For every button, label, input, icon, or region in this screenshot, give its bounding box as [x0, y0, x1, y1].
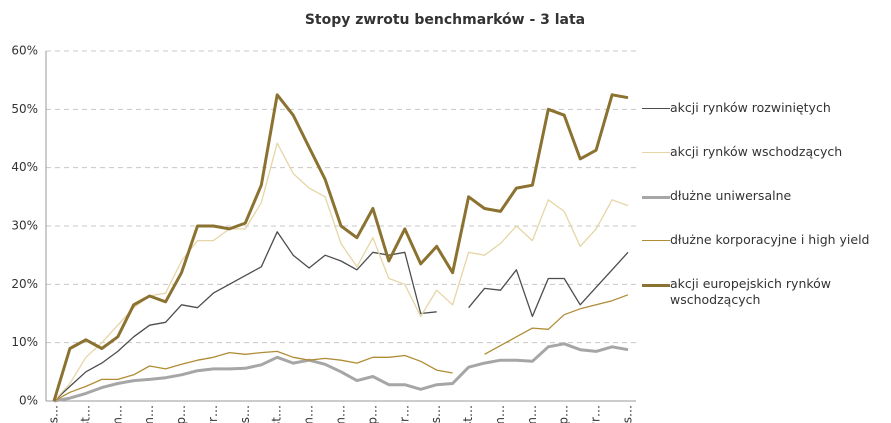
x-tick-label: lis…: [46, 405, 60, 423]
x-tick-label: m…: [525, 405, 539, 423]
legend-item: akcji rynków wschodzących: [642, 144, 882, 188]
x-tick-label: st…: [78, 405, 92, 423]
legend-label: dłużne korporacyjne i high yield: [670, 232, 870, 247]
y-tick-label: 40%: [11, 160, 38, 174]
series-line: [53, 231, 629, 402]
x-tick-label: m…: [493, 405, 507, 423]
chart-title: Stopy zwrotu benchmarków - 3 lata: [305, 12, 585, 28]
series-line: [53, 294, 629, 402]
series-line: [53, 142, 629, 402]
y-tick-label: 60%: [11, 44, 38, 58]
y-tick-label: 20%: [11, 277, 38, 291]
x-tick-label: lip…: [557, 405, 571, 423]
x-tick-label: wr…: [206, 405, 220, 423]
x-tick-label: lis…: [621, 405, 635, 423]
x-tick-label: lip…: [365, 405, 379, 423]
legend-item: dłużne korporacyjne i high yield: [642, 232, 882, 276]
x-tick-label: m…: [110, 405, 124, 423]
legend-swatch: [642, 152, 670, 153]
x-tick-label: lis…: [238, 405, 252, 423]
legend: akcji rynków rozwiniętych akcji rynków ws…: [642, 100, 882, 320]
legend-item: dłużne uniwersalne: [642, 188, 882, 232]
series-line: [53, 342, 629, 403]
legend-item: akcji rynków rozwiniętych: [642, 100, 882, 144]
x-tick-label: lip…: [174, 405, 188, 423]
x-tick-label: m…: [142, 405, 156, 423]
series-line: [52, 93, 629, 402]
x-tick-label: wr…: [589, 405, 603, 423]
y-tick-label: 0%: [19, 394, 38, 408]
x-tick-label: lis…: [429, 405, 443, 423]
x-tick-label: m…: [334, 405, 348, 423]
x-tick-label: st…: [461, 405, 475, 423]
legend-swatch: [642, 108, 670, 109]
y-tick-label: 30%: [11, 219, 38, 233]
x-tick-label: wr…: [397, 405, 411, 423]
legend-label: dłużne uniwersalne: [670, 188, 792, 203]
y-tick-label: 10%: [11, 335, 38, 349]
y-tick-label: 50%: [11, 102, 38, 116]
legend-swatch: [642, 196, 670, 199]
legend-swatch: [642, 240, 670, 241]
x-tick-label: m…: [302, 405, 316, 423]
legend-label: akcji europejskich rynków wschodzących: [670, 276, 832, 307]
legend-item: akcji europejskich rynków wschodzących: [642, 276, 882, 320]
legend-swatch: [642, 284, 670, 287]
x-tick-label: st…: [270, 405, 284, 423]
legend-label: akcji rynków rozwiniętych: [670, 100, 831, 115]
legend-label: akcji rynków wschodzących: [670, 144, 843, 159]
